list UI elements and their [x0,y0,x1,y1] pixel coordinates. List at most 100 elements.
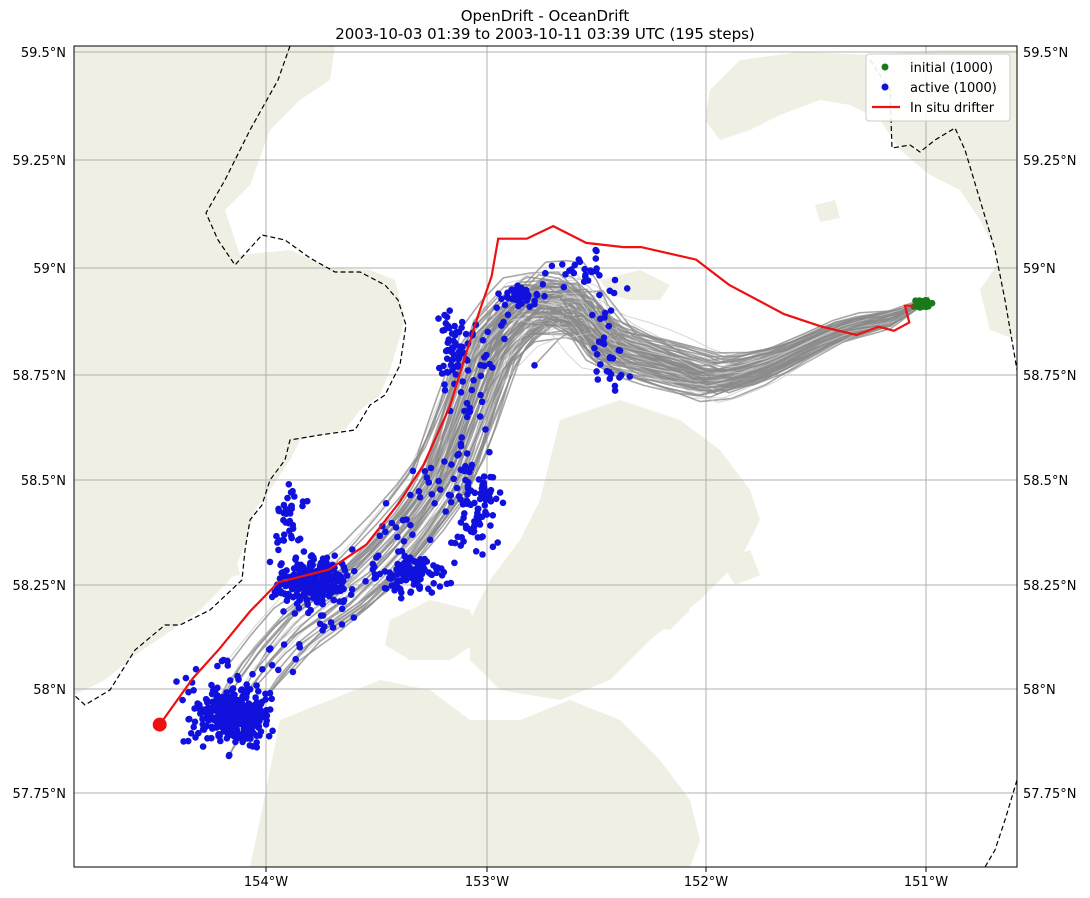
active-particle [508,286,515,294]
active-particle [503,293,511,301]
active-particle [464,498,471,505]
active-particle [214,662,221,670]
active-particle [254,688,262,695]
active-particle [477,361,484,369]
active-particle [285,481,293,488]
active-particle [243,681,250,688]
active-particle [292,556,299,563]
active-particle [441,311,448,319]
active-particle [476,413,484,420]
active-particle [338,605,346,613]
active-particle [263,717,271,724]
active-particle [296,569,304,576]
active-particle [249,712,257,719]
active-particle [382,528,389,536]
active-particle [306,562,314,569]
active-particle [568,266,575,273]
active-particle [219,693,227,701]
active-particle [388,519,396,527]
active-particle [305,567,313,575]
active-particle [436,583,444,590]
lat-tick-label-right: 59.5°N [1023,46,1068,61]
active-particle [343,572,351,579]
active-particle [597,361,604,368]
lat-tick-label-left: 58.75°N [13,369,66,384]
active-particle [548,262,556,270]
active-particle [208,734,215,742]
active-particle [458,434,466,441]
active-particle [437,486,444,493]
active-particle [562,271,569,278]
active-particle [238,686,246,693]
lat-tick-label-right: 58°N [1023,683,1056,698]
legend-marker-initial [881,63,889,71]
active-particle [395,548,402,555]
active-particle [444,339,452,347]
active-particle [447,498,455,506]
active-particle [335,571,343,579]
active-particle [478,398,486,406]
active-particle [229,697,236,705]
land-kodiak-main [250,680,700,867]
active-particle [190,687,197,694]
in-situ-drifter-track [158,224,914,726]
lat-tick-label-left: 58.25°N [13,579,66,594]
legend-label-active: active (1000) [910,81,997,96]
land-islet-1 [620,590,690,630]
legend: initial (1000) active (1000) In situ dri… [865,53,1011,122]
active-particle [464,483,472,490]
active-particle [504,311,512,319]
active-particle [468,386,476,394]
active-particle [283,567,290,574]
active-particle [394,533,401,541]
active-particle [297,595,304,603]
land-alaska-peninsula [74,46,405,695]
active-particle [280,531,288,538]
active-particle [425,479,433,486]
active-particle [292,655,300,663]
lat-tick-label-left: 59.25°N [13,154,66,169]
active-particle [447,492,455,499]
land-masses [74,46,1017,867]
active-particle [242,693,250,700]
active-particle [451,539,459,547]
active-particle [476,495,484,503]
active-particle [349,546,356,553]
lat-tick-labels-left: 59.5°N 59.25°N 59°N 58.75°N 58.5°N 58.25… [13,46,66,802]
active-particle [289,525,297,532]
active-particle [423,474,431,481]
active-particle [486,489,494,497]
active-particle [463,413,471,421]
active-particle [600,339,607,346]
eez-boundary-east [869,59,1017,371]
active-particle [479,484,487,491]
active-particle [223,689,230,696]
active-particle [452,340,459,347]
active-particle [209,704,217,711]
active-particle [560,283,568,291]
active-particle [464,367,472,374]
active-particle [591,344,598,352]
active-particle [589,311,596,319]
active-particle [331,582,338,589]
active-particle [283,597,291,604]
active-particle [606,354,614,362]
active-particle [471,489,479,497]
active-particle [463,450,471,457]
active-particle [542,269,549,277]
active-particle [199,743,207,750]
active-particle [242,721,250,729]
active-particle [269,727,276,735]
active-particle [340,598,347,606]
drifter-start-marker [152,717,167,732]
lat-tick-label-left: 58.5°N [21,474,66,489]
lon-tick-marks [265,867,927,872]
trajectory-line [391,286,929,524]
lat-tick-label-right: 58.25°N [1023,579,1076,594]
active-particle [500,318,507,326]
active-particle [449,356,457,363]
active-particle [441,458,448,465]
active-particle [186,715,193,723]
active-particle [220,728,227,735]
eez-boundary-west [74,46,407,706]
